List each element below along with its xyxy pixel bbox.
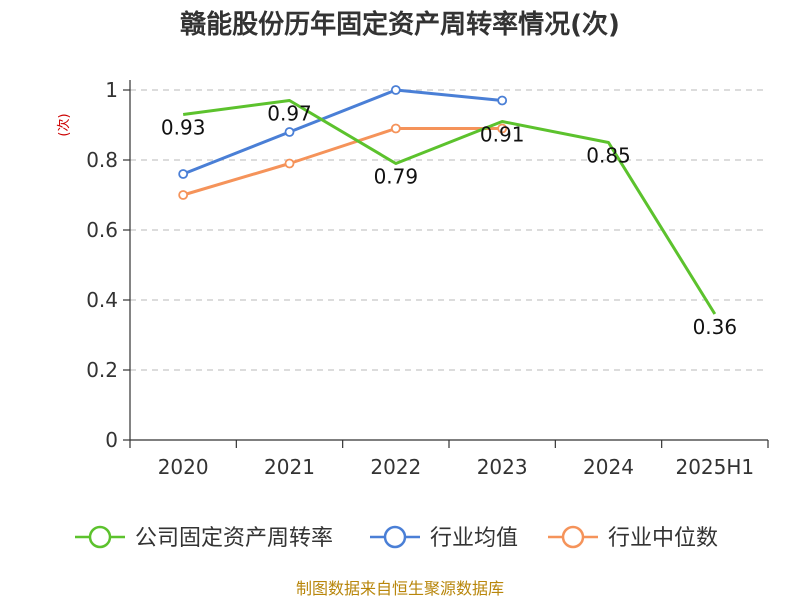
x-tick-label: 2024 xyxy=(583,455,634,479)
data-label: 0.93 xyxy=(161,116,206,140)
data-labels: 0.93 0.97 0.79 0.91 0.85 0.36 xyxy=(161,102,737,340)
series-point xyxy=(497,95,508,106)
data-label: 0.97 xyxy=(267,102,312,126)
series-point xyxy=(497,123,508,134)
series-line xyxy=(182,99,717,315)
x-tick-label: 2023 xyxy=(477,455,528,479)
legend: 公司固定资产周转率 行业均值 行业中位数 xyxy=(75,525,718,551)
x-tick-label: 2020 xyxy=(158,455,209,479)
series-point xyxy=(178,169,189,179)
legend-item[interactable]: 行业中位数 xyxy=(548,525,718,551)
legend-circle-icon xyxy=(88,525,112,549)
series-line xyxy=(182,88,503,176)
x-tick-label: 2022 xyxy=(370,455,421,479)
legend-item[interactable]: 行业均值 xyxy=(370,525,518,551)
series-point xyxy=(390,123,401,134)
series-point xyxy=(284,158,295,169)
series-point xyxy=(284,127,295,137)
axes: 0 0.2 0.4 0.6 0.8 1 2020 2021 2022 2023 2024 2025H1 xyxy=(86,78,769,479)
legend-circle-icon xyxy=(383,525,407,549)
y-tick-label: 0.6 xyxy=(86,218,118,242)
y-tick-label: 1 xyxy=(105,78,118,102)
y-tick-label: 0.4 xyxy=(86,288,118,312)
x-tick-label: 2025H1 xyxy=(675,455,754,479)
chart-title: 赣能股份历年固定资产周转率情况(次) xyxy=(180,9,620,40)
legend-label: 公司固定资产周转率 xyxy=(135,526,333,551)
y-axis-label: (次) xyxy=(56,113,72,136)
data-label: 0.85 xyxy=(586,144,631,168)
legend-label: 行业均值 xyxy=(430,526,518,551)
data-label: 0.79 xyxy=(374,165,419,189)
data-label: 0.91 xyxy=(480,123,525,147)
grid-lines xyxy=(130,89,768,371)
legend-item[interactable]: 公司固定资产周转率 xyxy=(75,525,333,551)
series-point xyxy=(178,190,189,200)
x-tick-label: 2021 xyxy=(264,455,315,479)
y-tick-label: 0.2 xyxy=(86,358,118,382)
y-tick-label: 0.8 xyxy=(86,148,118,172)
legend-circle-icon xyxy=(561,525,585,549)
legend-label: 行业中位数 xyxy=(608,526,718,551)
series-point xyxy=(390,85,401,95)
series-line xyxy=(182,127,503,197)
series-layer xyxy=(178,85,717,315)
data-label: 0.36 xyxy=(693,315,738,339)
y-tick-label: 0 xyxy=(105,428,118,452)
source-note: 制图数据来自恒生聚源数据库 xyxy=(296,579,504,598)
